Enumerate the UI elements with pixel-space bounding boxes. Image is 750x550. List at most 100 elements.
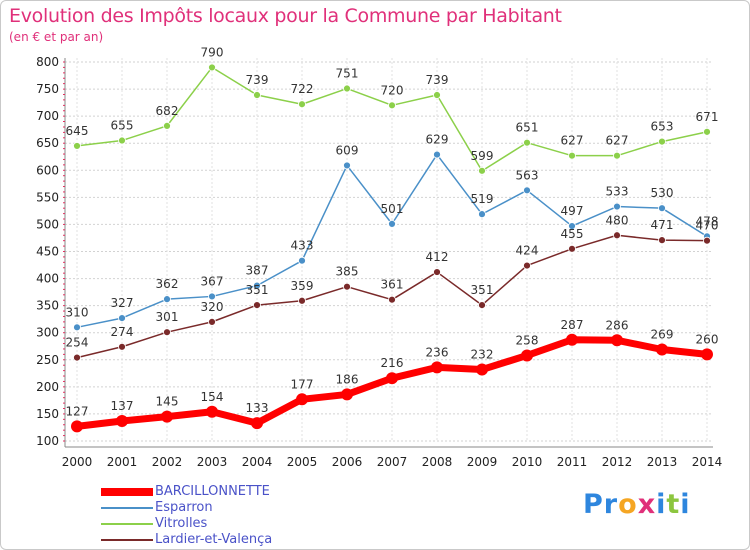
legend-label: Lardier-et-Valença — [155, 532, 273, 547]
data-label: 739 — [246, 73, 269, 87]
data-label: 286 — [606, 318, 629, 332]
data-label: 327 — [111, 296, 134, 310]
data-label: 655 — [111, 119, 134, 133]
chart-subtitle: (en € et par an) — [9, 30, 104, 44]
data-point — [161, 410, 173, 423]
data-label: 720 — [381, 83, 404, 97]
logo-letter: x — [637, 489, 657, 520]
data-label: 236 — [426, 345, 449, 359]
data-point — [208, 63, 216, 72]
data-point — [253, 281, 261, 290]
data-label: 470 — [696, 219, 719, 233]
data-label: 629 — [426, 133, 449, 147]
x-tick-label: 2010 — [512, 455, 543, 469]
data-label: 186 — [336, 372, 359, 386]
x-tick-label: 2011 — [557, 455, 588, 469]
data-point — [656, 343, 668, 356]
legend-item: Lardier-et-Valença — [101, 532, 272, 548]
series-vitrolles: 645 655 682 790 739 722 751 720 739 599 651 627 627 6… — [66, 45, 719, 175]
legend-swatch — [101, 507, 153, 509]
chart-title: Evolution des Impôts locaux pour la Comm… — [9, 5, 562, 27]
data-label: 320 — [201, 300, 224, 314]
data-label: 133 — [246, 401, 269, 415]
x-tick-label: 2009 — [467, 455, 498, 469]
data-point — [298, 296, 306, 305]
data-point — [116, 414, 128, 427]
data-label: 137 — [111, 399, 134, 413]
data-label: 501 — [381, 202, 404, 216]
data-point — [478, 301, 486, 310]
data-point — [658, 137, 666, 146]
data-point — [163, 295, 171, 304]
y-tick-label: 300 — [36, 326, 59, 340]
data-point — [521, 349, 533, 362]
data-label: 351 — [471, 283, 494, 297]
data-label: 154 — [201, 390, 224, 404]
data-point — [118, 342, 126, 351]
data-point — [163, 121, 171, 130]
y-tick-label: 600 — [36, 163, 59, 177]
data-label: 519 — [471, 192, 494, 206]
x-tick-label: 2008 — [422, 455, 453, 469]
legend-swatch — [101, 523, 153, 525]
data-label: 599 — [471, 149, 494, 163]
data-point — [523, 186, 531, 195]
data-point — [611, 334, 623, 347]
logo-letter: i — [656, 489, 667, 520]
y-tick-label: 700 — [36, 109, 59, 123]
data-point — [613, 231, 621, 240]
y-tick-label: 100 — [36, 434, 59, 448]
x-tick-label: 2006 — [332, 455, 363, 469]
data-label: 739 — [426, 73, 449, 87]
legend-label: Vitrolles — [155, 516, 208, 531]
data-label: 671 — [696, 110, 719, 124]
data-point — [431, 361, 443, 374]
data-point — [433, 91, 441, 99]
data-label: 480 — [606, 213, 629, 227]
data-point — [613, 151, 621, 160]
data-point — [568, 244, 576, 253]
data-point — [386, 372, 398, 385]
data-point — [478, 210, 486, 219]
data-label: 722 — [291, 82, 314, 96]
x-tick-label: 2001 — [107, 455, 138, 469]
y-tick-label: 750 — [36, 82, 59, 96]
data-label: 609 — [336, 143, 359, 157]
data-label: 145 — [156, 395, 179, 409]
data-point — [701, 348, 713, 361]
y-tick-label: 200 — [36, 380, 59, 394]
data-label: 478 — [696, 214, 719, 228]
data-point — [73, 142, 81, 150]
y-tick-label: 800 — [36, 55, 59, 69]
logo-letter: r — [603, 489, 619, 520]
data-point — [208, 292, 216, 301]
y-tick-label: 250 — [36, 353, 59, 367]
data-label: 367 — [201, 274, 224, 288]
legend-item: BARCILLONNETTE — [101, 484, 272, 500]
y-tick-label: 150 — [36, 407, 59, 421]
data-point — [388, 219, 396, 228]
data-label: 232 — [471, 348, 494, 362]
data-point — [523, 261, 531, 270]
legend-item: Esparron — [101, 500, 272, 516]
data-point — [478, 166, 486, 175]
data-label: 387 — [246, 264, 269, 278]
x-tick-label: 2013 — [647, 455, 678, 469]
data-point — [73, 323, 81, 332]
data-label: 627 — [561, 134, 584, 148]
data-label: 260 — [696, 332, 719, 346]
data-label: 563 — [516, 168, 539, 182]
data-label: 424 — [516, 244, 539, 258]
data-label: 351 — [246, 283, 269, 297]
data-point — [388, 101, 396, 110]
x-tick-label: 2000 — [62, 455, 93, 469]
data-point — [251, 417, 263, 430]
series-lardier-et-valen-a: 254 274 301 320 351 359 385 361 412 351 424 455 480 4… — [66, 213, 719, 362]
data-point — [163, 328, 171, 337]
x-tick-label: 2002 — [152, 455, 183, 469]
data-point — [253, 301, 261, 310]
data-point — [73, 353, 81, 362]
data-label: 287 — [561, 318, 584, 332]
data-label: 497 — [561, 204, 584, 218]
